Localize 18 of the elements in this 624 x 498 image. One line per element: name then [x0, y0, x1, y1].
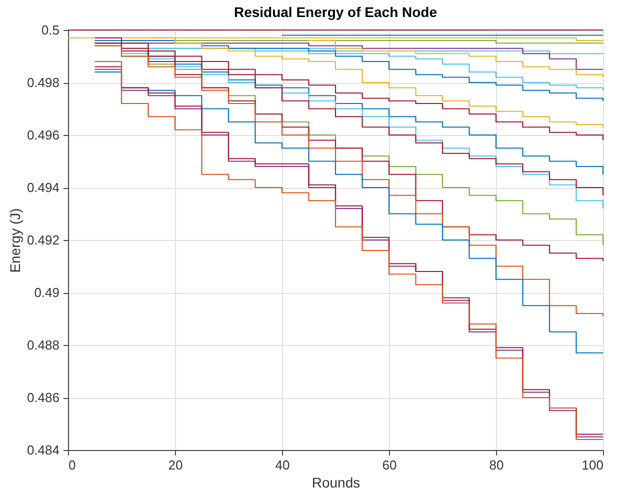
- y-axis-title: Energy (J): [6, 208, 23, 273]
- y-tick-label: 0.492: [26, 232, 60, 248]
- x-tick-label: 20: [168, 458, 183, 472]
- y-tick-label: 0.496: [26, 128, 60, 142]
- x-tick-label: 80: [489, 458, 504, 472]
- y-tick-label: 0.486: [26, 390, 60, 405]
- x-axis-title: Rounds: [312, 474, 360, 490]
- x-tick-label: 0: [68, 458, 76, 472]
- y-tick-label: 0.488: [26, 338, 60, 352]
- y-tick-label: 0.5: [41, 22, 60, 38]
- y-tick-label: 0.484: [26, 442, 60, 458]
- x-tick-label: 40: [275, 458, 290, 472]
- y-tick-label: 0.49: [34, 285, 60, 300]
- y-tick-label: 0.498: [26, 75, 60, 90]
- y-tick-label: 0.494: [26, 180, 60, 195]
- chart-title: Residual Energy of Each Node: [234, 4, 438, 20]
- x-tick-label: 100: [582, 458, 604, 472]
- x-tick-label: 60: [382, 458, 397, 472]
